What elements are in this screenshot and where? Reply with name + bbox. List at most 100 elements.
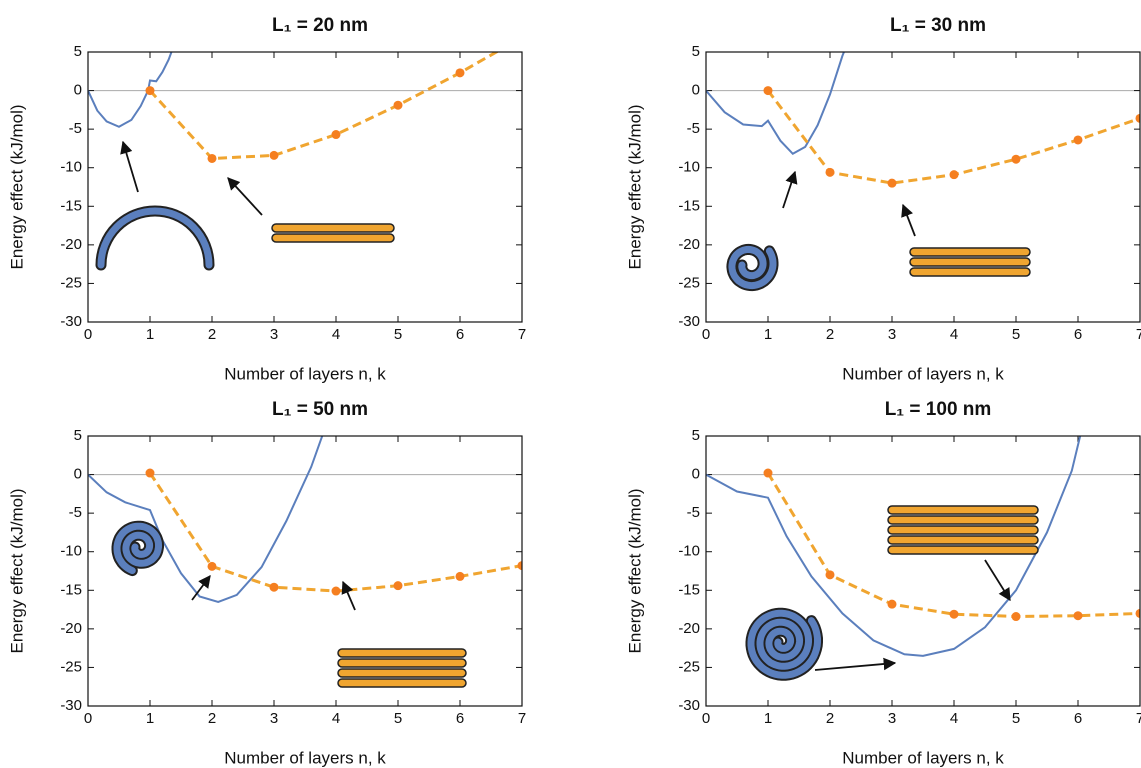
x-tick-label: 2 — [208, 326, 216, 343]
arrow — [120, 140, 139, 193]
data-point — [887, 599, 897, 609]
icon-layer — [887, 515, 1039, 525]
y-axis-label: Energy effect (kJ/mol) — [7, 488, 26, 653]
data-point — [331, 130, 341, 140]
data-point — [145, 86, 155, 96]
x-tick-label: 5 — [394, 326, 402, 343]
y-tick-label: -15 — [678, 581, 700, 598]
x-tick-label: 3 — [270, 326, 278, 343]
x-tick-label: 7 — [518, 326, 526, 343]
x-tick-label: 4 — [332, 326, 340, 343]
x-tick-label: 5 — [1012, 326, 1020, 343]
x-tick-label: 2 — [826, 326, 834, 343]
arrow — [191, 574, 211, 601]
y-tick-label: -5 — [69, 120, 82, 137]
x-tick-label: 4 — [950, 326, 958, 343]
x-tick-label: 3 — [888, 326, 896, 343]
x-tick-label: 1 — [146, 710, 154, 727]
data-point — [145, 468, 155, 478]
y-tick-label: -25 — [678, 658, 700, 675]
series-line — [706, 52, 846, 156]
arrow — [782, 170, 798, 209]
x-tick-label: 4 — [332, 710, 340, 727]
icon-layer — [887, 545, 1039, 555]
icon-layer — [271, 223, 395, 233]
panel: L₁ = 30 nm Number of layers n, k Energy ef… — [625, 15, 1141, 383]
x-axis-label: Number of layers n, k — [224, 364, 386, 383]
data-point — [763, 468, 773, 478]
y-tick-label: -25 — [678, 274, 700, 291]
x-tick-label: 2 — [826, 710, 834, 727]
x-tick-label: 7 — [1136, 710, 1141, 727]
icon-fill — [113, 522, 162, 575]
data-point — [949, 609, 959, 619]
x-tick-label: 0 — [702, 326, 710, 343]
data-point — [269, 150, 279, 160]
frame — [87, 51, 523, 323]
y-tick-label: -5 — [69, 504, 82, 521]
x-tick-label: 3 — [270, 710, 278, 727]
y-tick-label: -20 — [60, 620, 82, 637]
icon-layer — [337, 668, 467, 678]
data-point — [1011, 612, 1021, 622]
panel: L₁ = 20 nm Number of layers n, k Energy ef… — [7, 15, 526, 383]
data-point — [518, 33, 527, 42]
x-axis-label: Number of layers n, k — [842, 748, 1004, 767]
data-point — [887, 178, 897, 188]
data-point — [269, 582, 279, 592]
icon-layer — [909, 257, 1031, 267]
series-line — [766, 89, 1140, 185]
y-tick-label: -25 — [60, 274, 82, 291]
y-tick-label: 5 — [74, 43, 82, 60]
x-tick-label: 2 — [208, 710, 216, 727]
x-tick-label: 7 — [1136, 326, 1141, 343]
data-point — [1135, 113, 1140, 123]
data-point — [763, 86, 773, 96]
icon-fill — [728, 245, 777, 290]
icon-layer — [337, 678, 467, 688]
arrow — [341, 580, 356, 611]
icon-layer — [887, 505, 1039, 515]
plot-area — [706, 52, 1140, 188]
data-point — [1135, 608, 1140, 618]
x-tick-label: 1 — [146, 326, 154, 343]
chart-title: L₁ = 20 nm — [272, 15, 368, 36]
y-tick-label: -10 — [60, 159, 82, 176]
series-line — [148, 472, 522, 593]
y-axis-label: Energy effect (kJ/mol) — [7, 104, 26, 269]
icon-layer — [887, 535, 1039, 545]
x-tick-label: 3 — [888, 710, 896, 727]
icon-layer — [887, 525, 1039, 535]
frame — [705, 435, 1141, 707]
chart-title: L₁ = 100 nm — [885, 399, 992, 420]
plot-area — [88, 33, 527, 163]
data-point — [455, 571, 465, 581]
x-axis-label: Number of layers n, k — [224, 748, 386, 767]
y-tick-label: -30 — [678, 697, 700, 714]
x-tick-label: 6 — [456, 326, 464, 343]
data-point — [393, 100, 403, 110]
x-tick-label: 4 — [950, 710, 958, 727]
data-point — [393, 581, 403, 591]
chart-title: L₁ = 50 nm — [272, 399, 368, 420]
data-point — [1011, 154, 1021, 164]
panel: L₁ = 50 nm Number of layers n, k Energy ef… — [7, 399, 526, 767]
data-point — [207, 561, 217, 571]
x-tick-label: 5 — [1012, 710, 1020, 727]
y-tick-label: 5 — [692, 427, 700, 444]
series-line — [88, 52, 173, 128]
data-point — [949, 170, 959, 180]
frame — [705, 51, 1141, 323]
y-tick-label: -20 — [678, 236, 700, 253]
y-tick-label: -20 — [60, 236, 82, 253]
x-tick-label: 0 — [84, 326, 92, 343]
arrow — [984, 559, 1011, 602]
y-tick-label: -10 — [678, 543, 700, 560]
series-line — [88, 436, 324, 603]
data-point — [1073, 611, 1083, 621]
arrow — [814, 657, 897, 671]
x-tick-label: 7 — [518, 710, 526, 727]
icon-layer — [337, 658, 467, 668]
y-tick-label: -20 — [678, 620, 700, 637]
